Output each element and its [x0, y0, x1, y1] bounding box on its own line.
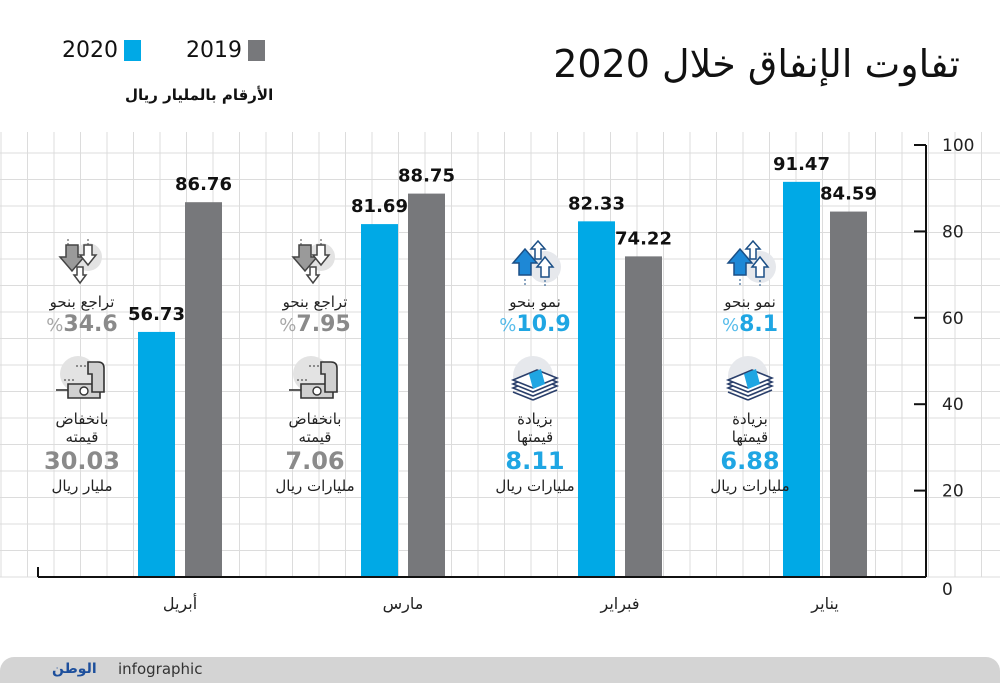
bar-value-label-2019-2: 88.75	[398, 166, 455, 187]
trend-value: %8.1	[721, 312, 779, 337]
money-drop-icon	[289, 356, 338, 399]
annotation-march: تراجع بنحو %7.95 بانخفاض قيمته 7.06 مليا…	[260, 237, 370, 496]
value-amount: 7.06	[285, 447, 345, 475]
value-label-1: بزيادة	[517, 410, 553, 428]
x-category-label: مارس	[383, 594, 424, 614]
value-label-1: بانخفاض	[55, 410, 109, 428]
y-tick-label: 0	[942, 580, 953, 600]
bar-2019-3	[185, 202, 222, 578]
footer-label: infographic	[118, 660, 203, 678]
value-unit: مليارات ريال	[710, 477, 790, 495]
x-category-label: يناير	[810, 594, 838, 614]
value-label-2: قيمتها	[731, 428, 769, 446]
y-tick-label: 100	[942, 136, 974, 156]
value-label-2: قيمته	[298, 428, 332, 446]
trend-label: نمو بنحو	[509, 293, 561, 311]
bar-value-label-2019-3: 86.76	[175, 174, 232, 195]
trend-value: %10.9	[499, 312, 571, 337]
value-unit: مليار ريال	[51, 477, 113, 495]
bar-value-label-2020-2: 81.69	[351, 196, 408, 217]
bar-labels: 91.47 84.59 82.33 74.22 81.69 88.75 56.73 86.76	[128, 154, 877, 325]
value-label-2: قيمتها	[516, 428, 554, 446]
value-label-1: بانخفاض	[288, 410, 342, 428]
value-amount: 8.11	[505, 447, 565, 475]
page-title: تفاوت الإنفاق خلال 2020	[553, 42, 960, 86]
footer-bar	[0, 657, 1000, 683]
bar-value-label-2019-1: 74.22	[615, 228, 672, 249]
bar-value-label-2019-0: 84.59	[820, 184, 877, 205]
x-category-label: فبراير	[599, 594, 639, 614]
bar-2019-2	[408, 193, 445, 577]
arrows-down-icon	[291, 239, 335, 285]
bar-2020-2	[361, 224, 398, 578]
units-note: الأرقام بالمليار ريال	[125, 86, 274, 104]
legend-swatch-2019	[248, 40, 265, 61]
legend-item-2020: 2020	[62, 38, 141, 63]
legend-label-2020: 2020	[62, 38, 118, 63]
legend-item-2019: 2019	[186, 38, 265, 63]
legend-swatch-2020	[124, 40, 141, 61]
money-stack-icon	[510, 356, 560, 401]
money-stack-icon	[725, 356, 775, 401]
annotation-february: نمو بنحو %10.9 بزيادة قيمتها 8.11 مليارا…	[480, 237, 590, 496]
bars	[138, 181, 867, 578]
trend-label: تراجع بنحو	[282, 293, 348, 311]
bar-2019-0	[830, 211, 867, 577]
value-amount: 6.88	[720, 447, 780, 475]
bar-2020-0	[783, 181, 820, 577]
value-label-1: بزيادة	[732, 410, 768, 428]
arrows-up-icon	[511, 239, 561, 287]
annotation-april: تراجع بنحو %34.6 بانخفاض قيمته 30.03 ملي…	[27, 237, 137, 496]
annotation-january: نمو بنحو %8.1 بزيادة قيمتها 6.88 مليارات…	[695, 237, 805, 496]
bar-2020-1	[578, 221, 615, 577]
x-categories: يناير فبراير مارس أبريل	[163, 593, 839, 614]
y-tick-label: 80	[942, 222, 964, 242]
bar-value-label-2020-1: 82.33	[568, 193, 625, 214]
bar-2020-3	[138, 331, 175, 577]
bar-2019-1	[625, 256, 662, 577]
arrows-up-icon	[726, 239, 776, 287]
brand-logo: الوطن	[52, 661, 97, 677]
value-unit: مليارات ريال	[495, 477, 575, 495]
legend-label-2019: 2019	[186, 38, 242, 63]
bar-value-label-2020-0: 91.47	[773, 154, 830, 175]
trend-label: تراجع بنحو	[49, 293, 115, 311]
value-unit: مليارات ريال	[275, 477, 355, 495]
bar-value-label-2020-3: 56.73	[128, 304, 185, 325]
trend-label: نمو بنحو	[724, 293, 776, 311]
value-amount: 30.03	[44, 447, 120, 475]
arrows-down-icon	[58, 239, 102, 285]
y-ticks: 0 20 40 60 80 100	[914, 136, 974, 600]
y-tick-label: 20	[942, 482, 964, 502]
money-drop-icon	[56, 356, 105, 399]
value-label-2: قيمته	[65, 428, 99, 446]
y-tick-label: 40	[942, 395, 964, 415]
trend-value: %7.95	[279, 312, 351, 337]
y-tick-label: 60	[942, 309, 964, 329]
trend-value: %34.6	[46, 312, 118, 337]
axes	[37, 145, 927, 578]
x-category-label: أبريل	[163, 593, 197, 614]
